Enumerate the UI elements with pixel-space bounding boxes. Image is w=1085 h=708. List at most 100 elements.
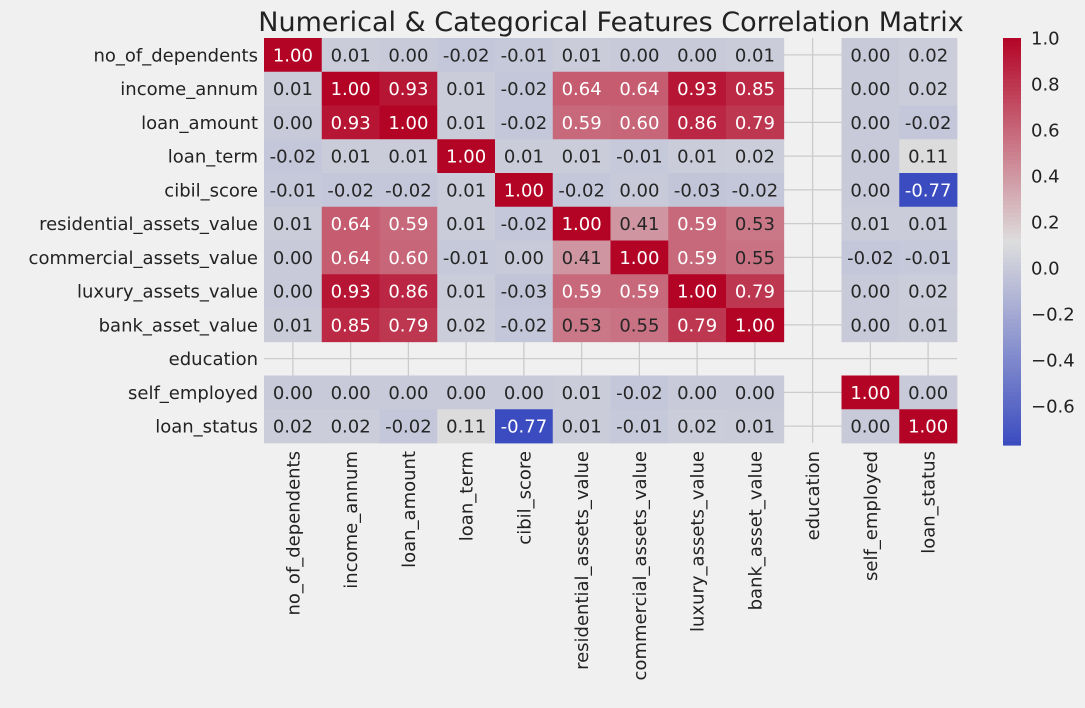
colorbar-segment <box>1003 123 1021 129</box>
colorbar-segment <box>1003 404 1021 409</box>
heatmap-cell <box>841 173 900 208</box>
heatmap-cell <box>668 274 727 309</box>
heatmap-cell <box>841 274 900 309</box>
heatmap-cell <box>841 71 900 106</box>
colorbar-segment <box>1003 388 1021 393</box>
colorbar-segment <box>1003 408 1021 414</box>
cell-value-label: 0.01 <box>850 214 890 235</box>
colorbar-segment <box>1003 347 1021 352</box>
cell-value-label: 0.93 <box>331 113 371 134</box>
colorbar-segment <box>1003 314 1021 320</box>
colorbar-segment <box>1003 38 1021 43</box>
cell-value-label: 0.01 <box>273 315 313 336</box>
heatmap-cell <box>552 206 611 241</box>
cell-value-label: -0.01 <box>270 180 317 201</box>
heatmap-cell <box>841 105 900 140</box>
heatmap-cell <box>899 240 958 275</box>
colorbar-segment <box>1003 82 1021 88</box>
heatmap-cell <box>495 409 554 444</box>
cell-value-label: 0.01 <box>331 147 371 168</box>
cell-value-label: 0.60 <box>388 248 428 269</box>
colorbar-segment <box>1003 302 1021 308</box>
heatmap-cell <box>437 38 496 73</box>
cell-value-label: -0.01 <box>443 248 490 269</box>
heatmap-cell <box>437 308 496 343</box>
heatmap-cell <box>379 173 438 208</box>
colorbar-segment <box>1003 192 1021 198</box>
heatmap-cell <box>610 308 669 343</box>
colorbar-segment <box>1003 66 1021 72</box>
cell-value-label: 1.00 <box>562 214 602 235</box>
colorbar-segment <box>1003 111 1021 116</box>
colorbar-segment <box>1003 74 1021 80</box>
y-tick-label: commercial_assets_value <box>29 248 258 269</box>
colorbar-segment <box>1003 119 1021 125</box>
heatmap-cell <box>264 173 323 208</box>
cell-value-label: 0.00 <box>850 282 890 303</box>
cell-value-label: 0.53 <box>735 214 775 235</box>
cell-value-label: -0.02 <box>385 417 432 438</box>
cell-value-label: 0.00 <box>619 45 659 66</box>
heatmap-cell <box>610 240 669 275</box>
cell-value-label: -0.02 <box>501 113 548 134</box>
heatmap-cell <box>264 139 323 174</box>
heatmap-cell <box>726 409 785 444</box>
heatmap-cell <box>899 409 958 444</box>
cell-value-label: 1.00 <box>908 417 948 438</box>
x-tick-label: commercial_assets_value <box>630 451 651 680</box>
cell-value-label: 0.00 <box>850 417 890 438</box>
cell-value-label: -0.01 <box>616 417 663 438</box>
x-tick-label: education <box>803 451 824 540</box>
colorbar-segment <box>1003 322 1021 328</box>
heatmap-cell <box>899 375 958 410</box>
colorbar-segment <box>1003 420 1021 426</box>
colorbar-segment <box>1003 436 1021 442</box>
colorbar-segment <box>1003 257 1021 263</box>
colorbar-segment <box>1003 294 1021 300</box>
heatmap-cell <box>552 240 611 275</box>
cell-value-label: 0.59 <box>677 214 717 235</box>
cell-value-label: 0.00 <box>273 248 313 269</box>
heatmap-cell <box>379 105 438 140</box>
cell-value-label: 0.01 <box>331 45 371 66</box>
cell-value-label: 0.93 <box>331 282 371 303</box>
colorbar-segment <box>1003 440 1021 446</box>
cell-value-label: 0.01 <box>273 79 313 100</box>
colorbar-segment <box>1003 253 1021 259</box>
colorbar-tick-label: 0.8 <box>1031 74 1060 95</box>
cell-value-label: 0.02 <box>677 417 717 438</box>
cell-value-label: 0.93 <box>677 79 717 100</box>
heatmap-cell <box>668 206 727 241</box>
heatmap-cell <box>899 308 958 343</box>
x-tick-label: luxury_assets_value <box>688 451 709 632</box>
colorbar-segment <box>1003 188 1021 194</box>
colorbar-segment <box>1003 204 1021 210</box>
heatmap-cell <box>495 274 554 309</box>
heatmap-cell <box>321 240 380 275</box>
cell-value-label: -0.03 <box>674 180 721 201</box>
heatmap-cell <box>668 173 727 208</box>
cell-value-label: 0.59 <box>677 248 717 269</box>
cell-value-label: -0.01 <box>905 248 952 269</box>
cell-value-label: 0.00 <box>735 383 775 404</box>
cell-value-label: 0.01 <box>562 45 602 66</box>
y-tick-label: luxury_assets_value <box>77 282 258 303</box>
colorbar-segment <box>1003 58 1021 64</box>
colorbar-segment <box>1003 164 1021 169</box>
cell-value-label: -0.02 <box>616 383 663 404</box>
heatmap-cell <box>495 173 554 208</box>
heatmap-cell <box>610 409 669 444</box>
heatmap-cell <box>552 139 611 174</box>
cell-value-label: 0.01 <box>562 417 602 438</box>
colorbar-segment <box>1003 42 1021 47</box>
y-tick-label: cibil_score <box>164 180 258 201</box>
heatmap-cell <box>726 375 785 410</box>
heatmap-cell <box>437 139 496 174</box>
cell-value-label: 0.41 <box>619 214 659 235</box>
colorbar-tick-label: −0.2 <box>1031 304 1075 325</box>
cell-value-label: 0.64 <box>619 79 659 100</box>
colorbar-segment <box>1003 94 1021 100</box>
cell-value-label: -0.02 <box>327 180 374 201</box>
heatmap-cell <box>264 38 323 73</box>
colorbar-segment <box>1003 371 1021 377</box>
